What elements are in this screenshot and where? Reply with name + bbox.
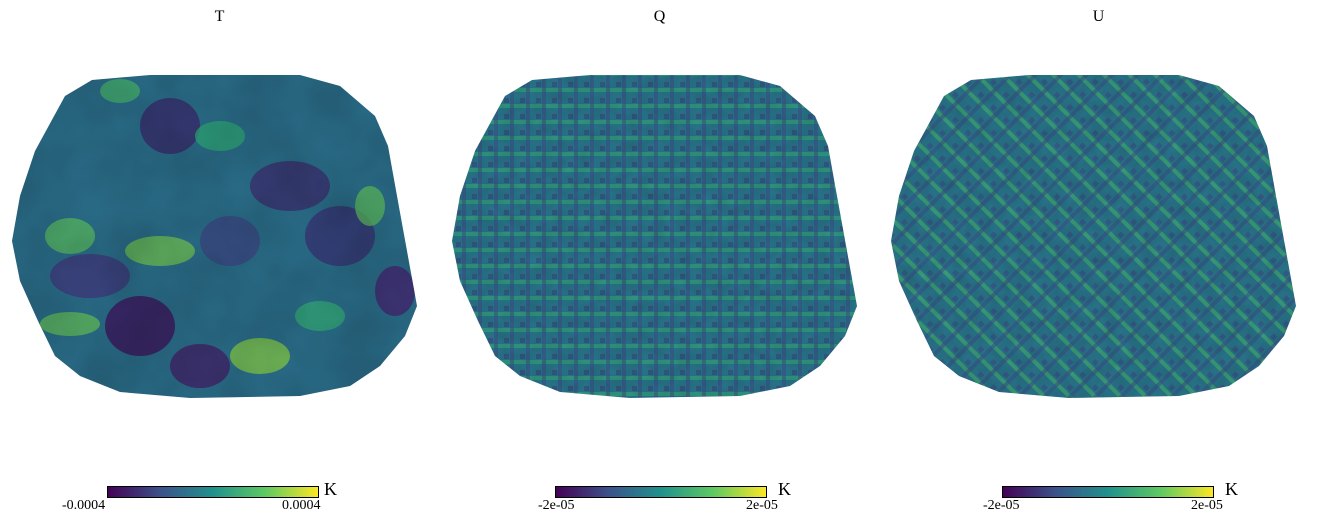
panel-t: T [0, 0, 439, 522]
colorbar-max-label-t: 0.0004 [282, 498, 321, 513]
map-q [452, 75, 857, 398]
colorbar-u [1002, 486, 1214, 498]
colorbar-max-label-q: 2e-05 [746, 498, 778, 513]
colorbar-q [555, 486, 767, 498]
colorbar-unit-t: K [324, 479, 337, 499]
panel-title-q: Q [653, 8, 666, 25]
panel-q: Q K -2e-05 2e-05 [440, 0, 879, 522]
panel-title-t: T [214, 8, 225, 25]
map-t [12, 75, 417, 398]
colorbar-unit-u: K [1225, 479, 1238, 499]
panel-u: U K -2e-05 2e-05 [879, 0, 1318, 522]
colorbar-t [107, 486, 319, 498]
colorbar-min-label-q: -2e-05 [538, 498, 575, 513]
map-u [891, 75, 1296, 398]
colorbar-min-label-t: -0.0004 [62, 498, 106, 513]
panel-title-u: U [1092, 8, 1105, 25]
colorbar-unit-q: K [778, 479, 791, 499]
colorbar-min-label-u: -2e-05 [983, 498, 1020, 513]
colorbar-max-label-u: 2e-05 [1191, 498, 1223, 513]
